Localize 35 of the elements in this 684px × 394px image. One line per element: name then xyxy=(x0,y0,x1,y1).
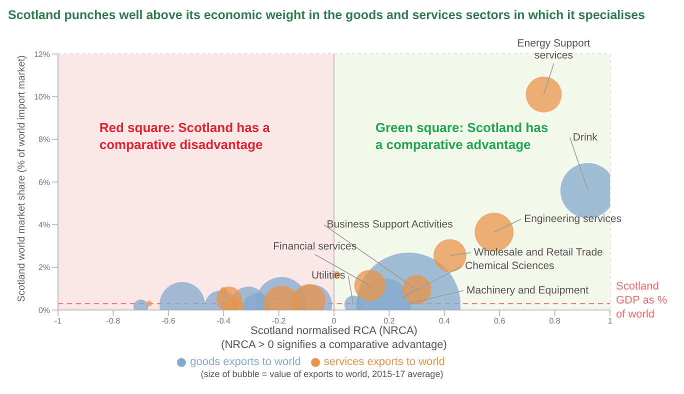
x-tick-label: -0.4 xyxy=(216,316,232,326)
ref-line-label: Scotland GDP as % of world xyxy=(616,280,668,321)
legend-label: services exports to world xyxy=(324,356,445,368)
x-tick-label: 0.2 xyxy=(384,316,396,326)
x-tick-label: 0.6 xyxy=(494,316,506,326)
y-axis-title: Scotland world market share (% of world import market) xyxy=(16,55,28,302)
x-tick-label: 0.8 xyxy=(549,316,561,326)
band-label: Green square: Scotland has a comparative advantage xyxy=(375,120,548,152)
band-label: Red square: Scotland has a comparative disadvantage xyxy=(99,120,271,152)
y-tick-label: 6% xyxy=(38,178,50,187)
x-tick-label: -0.6 xyxy=(162,316,176,326)
y-tick-label: 8% xyxy=(38,135,50,144)
annotation: Drink xyxy=(572,132,598,144)
annotation: Business Support Activities xyxy=(326,218,453,231)
chart-title: Scotland punches well above its economic weight in the goods and services sectors in which it specialises xyxy=(8,8,646,22)
x-tick-label: -0.2 xyxy=(272,316,286,326)
y-tick-label: 12% xyxy=(34,50,50,59)
y-tick-label: 0% xyxy=(38,306,50,315)
annotation: Machinery and Equipment xyxy=(466,284,589,297)
annotation: Chemical Sciences xyxy=(465,260,554,272)
x-tick-label: 0.4 xyxy=(438,316,451,326)
text: (size of bubble = value of exports to world, 2015-17 average) xyxy=(200,369,444,379)
x-tick-label: 0 xyxy=(332,316,337,326)
x-tick-label: 1 xyxy=(608,316,613,326)
annotation: Wholesale and Retail Trade xyxy=(474,246,604,259)
y-tick-label: 4% xyxy=(38,220,50,230)
y-tick-label: 2% xyxy=(38,263,50,272)
legend-label: goods exports to world xyxy=(190,356,301,368)
x-axis-title: Scotland normalised RCA (NRCA) (NRCA > 0 signifies a comparative advantage) xyxy=(221,325,447,351)
x-tick-label: -1 xyxy=(54,316,62,326)
x-tick-label: -0.8 xyxy=(106,316,121,326)
annotation: Financial services xyxy=(273,240,357,252)
y-tick-label: 10% xyxy=(34,92,50,102)
annotation: Energy Support services xyxy=(517,38,590,62)
annotation: Engineering services xyxy=(524,213,622,226)
